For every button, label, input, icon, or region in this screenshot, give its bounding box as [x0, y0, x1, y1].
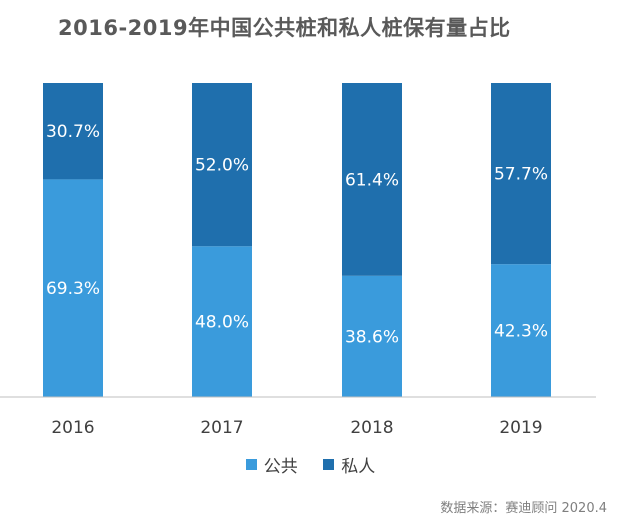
legend-label-public: 公共 [263, 457, 298, 477]
data-label-private-2016: 30.7% [46, 122, 100, 142]
data-label-private-2019: 57.7% [494, 165, 548, 185]
legend-item-private: 私人 [323, 452, 375, 477]
bar-public-2016 [43, 179, 103, 397]
bar-public-2017 [192, 246, 252, 397]
bar-private-2016 [43, 83, 103, 180]
legend-swatch-public [245, 459, 257, 470]
data-label-private-2018: 61.4% [345, 170, 399, 190]
legend-label-private: 私人 [341, 457, 376, 477]
source-note: 数据来源：赛迪顾问 2020.4 [440, 501, 607, 516]
bar-private-2017 [192, 83, 252, 247]
data-label-public-2017: 48.0% [195, 313, 249, 333]
legend-swatch-private [323, 459, 335, 470]
bar-public-2018 [342, 275, 402, 397]
chart-title: 2016-2019年中国公共桩和私人桩保有量占比 [58, 16, 511, 40]
data-label-private-2017: 52.0% [195, 156, 249, 176]
legend: 公共 私人 [0, 452, 621, 477]
data-label-public-2016: 69.3% [46, 279, 100, 299]
bar-private-2018 [342, 83, 402, 276]
x-tick-label-2019: 2019 [499, 418, 542, 438]
bar-public-2019 [491, 264, 551, 397]
bar-private-2019 [491, 83, 551, 265]
x-tick-label-2016: 2016 [51, 418, 94, 438]
x-tick-label-2017: 2017 [200, 418, 243, 438]
x-tick-label-2018: 2018 [350, 418, 393, 438]
legend-item-public: 公共 [245, 452, 298, 477]
data-label-public-2019: 42.3% [494, 322, 548, 342]
data-label-public-2018: 38.6% [345, 327, 399, 347]
